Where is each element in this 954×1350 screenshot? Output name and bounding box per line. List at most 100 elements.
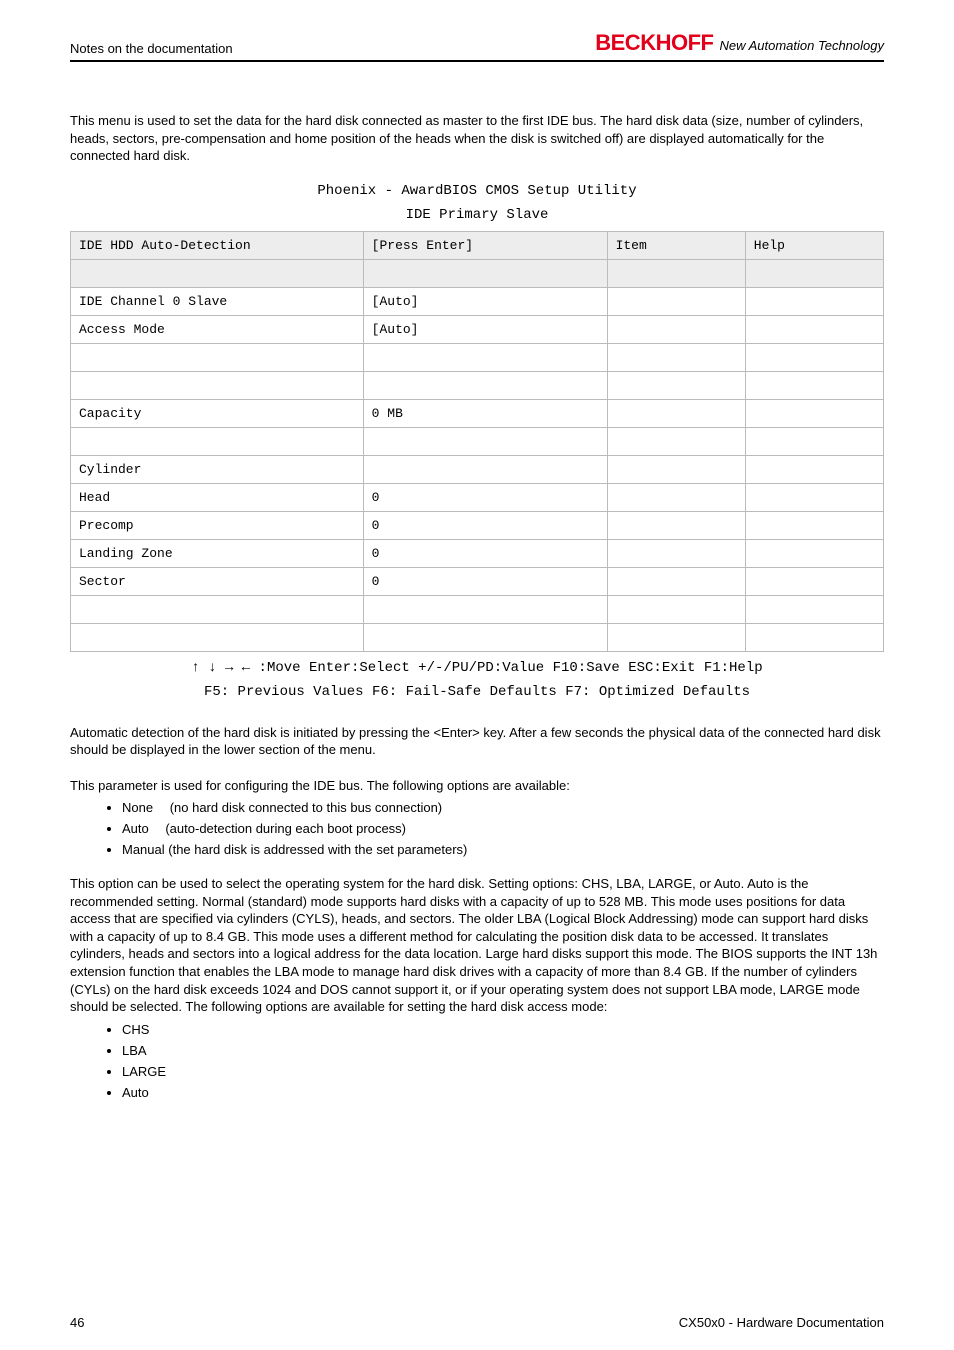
section-title: Notes on the documentation bbox=[70, 41, 233, 56]
auto-detect-paragraph: Automatic detection of the hard disk is … bbox=[70, 724, 884, 759]
list-item: Manual (the hard disk is addressed with … bbox=[122, 842, 884, 857]
table-cell: Head bbox=[71, 483, 364, 511]
table-cell bbox=[745, 567, 883, 595]
table-cell bbox=[363, 371, 607, 399]
doc-title: CX50x0 - Hardware Documentation bbox=[679, 1315, 884, 1330]
table-header-cell: Help bbox=[745, 231, 883, 259]
table-cell bbox=[607, 343, 745, 371]
table-row: Capacity0 MB bbox=[71, 399, 884, 427]
table-cell bbox=[745, 399, 883, 427]
table-cell: Capacity bbox=[71, 399, 364, 427]
table-cell bbox=[607, 287, 745, 315]
table-cell bbox=[745, 483, 883, 511]
bios-nav-2: F5: Previous Values F6: Fail-Safe Defaul… bbox=[70, 684, 884, 700]
intro-paragraph: This menu is used to set the data for th… bbox=[70, 112, 884, 165]
list-item: LARGE bbox=[122, 1064, 884, 1079]
table-cell bbox=[71, 623, 364, 651]
list-item: LBA bbox=[122, 1043, 884, 1058]
table-cell bbox=[745, 595, 883, 623]
table-header-cell: [Press Enter] bbox=[363, 231, 607, 259]
table-cell bbox=[363, 623, 607, 651]
table-cell bbox=[745, 287, 883, 315]
table-cell bbox=[363, 595, 607, 623]
table-cell bbox=[607, 427, 745, 455]
table-row: Precomp0 bbox=[71, 511, 884, 539]
table-row: Head0 bbox=[71, 483, 884, 511]
bios-nav-1: ↑ ↓ → ← :Move Enter:Select +/-/PU/PD:Val… bbox=[70, 660, 884, 676]
table-cell bbox=[71, 259, 364, 287]
table-cell bbox=[607, 595, 745, 623]
access-mode-paragraph: This option can be used to select the op… bbox=[70, 875, 884, 1015]
table-cell: 0 bbox=[363, 483, 607, 511]
table-cell bbox=[607, 567, 745, 595]
table-row bbox=[71, 343, 884, 371]
table-cell: Cylinder bbox=[71, 455, 364, 483]
list-item: CHS bbox=[122, 1022, 884, 1037]
table-cell bbox=[607, 483, 745, 511]
table-row: Cylinder bbox=[71, 455, 884, 483]
table-cell bbox=[71, 343, 364, 371]
table-header-cell: Item bbox=[607, 231, 745, 259]
ide-bus-paragraph: This parameter is used for configuring t… bbox=[70, 777, 884, 795]
table-cell bbox=[607, 371, 745, 399]
table-row bbox=[71, 427, 884, 455]
brand-block: BECKHOFF New Automation Technology bbox=[595, 30, 884, 56]
page-number: 46 bbox=[70, 1315, 84, 1330]
table-cell bbox=[745, 315, 883, 343]
table-cell bbox=[745, 455, 883, 483]
bios-table: IDE HDD Auto-Detection [Press Enter] Ite… bbox=[70, 231, 884, 652]
table-row: IDE Channel 0 Slave[Auto] bbox=[71, 287, 884, 315]
table-header-row: IDE HDD Auto-Detection [Press Enter] Ite… bbox=[71, 231, 884, 259]
table-cell bbox=[71, 371, 364, 399]
table-cell: [Auto] bbox=[363, 287, 607, 315]
table-cell bbox=[607, 539, 745, 567]
list-item: None (no hard disk connected to this bus… bbox=[122, 800, 884, 815]
table-cell bbox=[363, 343, 607, 371]
table-cell: IDE Channel 0 Slave bbox=[71, 287, 364, 315]
bios-title-2: IDE Primary Slave bbox=[70, 207, 884, 223]
table-cell bbox=[607, 259, 745, 287]
table-cell: Landing Zone bbox=[71, 539, 364, 567]
table-cell bbox=[607, 315, 745, 343]
table-cell bbox=[71, 595, 364, 623]
table-cell bbox=[607, 399, 745, 427]
table-cell bbox=[607, 455, 745, 483]
page-header: Notes on the documentation BECKHOFF New … bbox=[70, 30, 884, 62]
list-item: Auto (auto-detection during each boot pr… bbox=[122, 821, 884, 836]
table-cell: 0 bbox=[363, 511, 607, 539]
table-cell bbox=[363, 259, 607, 287]
page-footer: 46 CX50x0 - Hardware Documentation bbox=[70, 1315, 884, 1330]
table-cell bbox=[745, 343, 883, 371]
table-cell bbox=[745, 427, 883, 455]
brand-tagline: New Automation Technology bbox=[719, 38, 884, 53]
bios-title-1: Phoenix - AwardBIOS CMOS Setup Utility bbox=[70, 183, 884, 199]
table-row bbox=[71, 259, 884, 287]
table-cell: 0 MB bbox=[363, 399, 607, 427]
table-cell: Access Mode bbox=[71, 315, 364, 343]
table-cell bbox=[745, 371, 883, 399]
table-cell bbox=[71, 427, 364, 455]
list-item: Auto bbox=[122, 1085, 884, 1100]
table-header-cell: IDE HDD Auto-Detection bbox=[71, 231, 364, 259]
table-cell bbox=[363, 427, 607, 455]
table-row bbox=[71, 623, 884, 651]
table-cell bbox=[607, 623, 745, 651]
table-row: Sector0 bbox=[71, 567, 884, 595]
table-cell: Precomp bbox=[71, 511, 364, 539]
table-cell bbox=[745, 511, 883, 539]
table-cell: Sector bbox=[71, 567, 364, 595]
access-mode-options-list: CHS LBA LARGE Auto bbox=[122, 1022, 884, 1100]
table-cell bbox=[745, 539, 883, 567]
table-cell bbox=[745, 623, 883, 651]
table-cell bbox=[607, 511, 745, 539]
table-cell: [Auto] bbox=[363, 315, 607, 343]
brand-logo: BECKHOFF bbox=[595, 30, 713, 56]
table-row bbox=[71, 371, 884, 399]
table-row bbox=[71, 595, 884, 623]
table-row: Access Mode[Auto] bbox=[71, 315, 884, 343]
table-row: Landing Zone0 bbox=[71, 539, 884, 567]
table-cell bbox=[745, 259, 883, 287]
table-cell bbox=[363, 455, 607, 483]
ide-bus-options-list: None (no hard disk connected to this bus… bbox=[122, 800, 884, 857]
table-cell: 0 bbox=[363, 567, 607, 595]
